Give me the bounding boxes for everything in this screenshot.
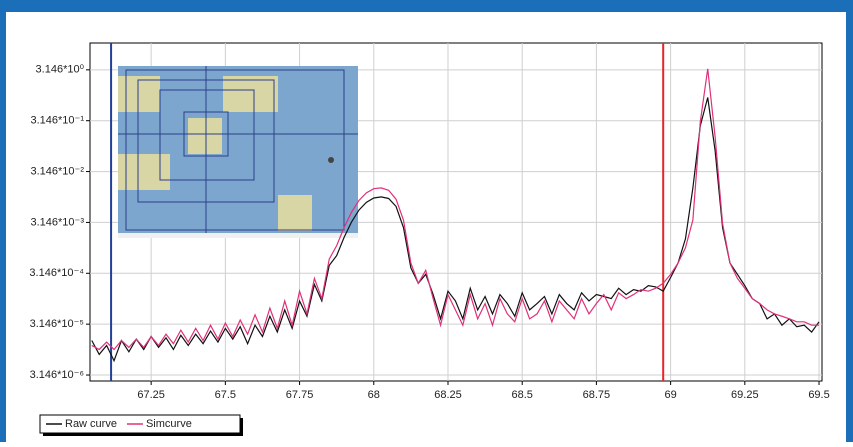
legend-label: Raw curve	[65, 418, 117, 430]
pad	[188, 118, 222, 154]
y-tick-label: 3.146*10⁻³	[30, 216, 84, 228]
pad	[118, 76, 160, 112]
x-tick-label: 68.75	[583, 389, 611, 401]
pad	[223, 76, 278, 112]
x-tick-label: 69.5	[808, 389, 829, 401]
x-tick-label: 68.25	[434, 389, 462, 401]
y-tick-label: 3.146*10⁻⁶	[30, 369, 84, 381]
x-tick-label: 67.5	[215, 389, 236, 401]
x-tick-label: 68	[368, 389, 380, 401]
y-tick-label: 3.146*10⁻¹	[30, 115, 84, 127]
page: 3.146*10⁰ 3.146*10⁻¹ 3.146*10⁻² 3.146*10⁻³ 3…	[0, 0, 853, 442]
x-tick-label: 68.5	[511, 389, 532, 401]
y-tick-label: 3.146*10⁻⁴	[29, 267, 84, 279]
inset-scalebar	[118, 233, 358, 238]
chart: 3.146*10⁰ 3.146*10⁻¹ 3.146*10⁻² 3.146*10⁻³ 3…	[0, 0, 853, 442]
y-tick-label: 3.146*10⁻²	[30, 165, 84, 177]
x-tick-label: 69	[664, 389, 676, 401]
x-tick-label: 67.75	[286, 389, 314, 401]
speck	[328, 157, 334, 163]
inset-image	[118, 66, 358, 238]
pad	[278, 195, 312, 231]
y-tick-label: 3.146*10⁻⁵	[30, 318, 84, 330]
x-tick-label: 67.25	[137, 389, 165, 401]
x-tick-label: 69.25	[731, 389, 759, 401]
legend-label: Simcurve	[146, 418, 192, 430]
y-tick-label: 3.146*10⁰	[36, 64, 85, 76]
